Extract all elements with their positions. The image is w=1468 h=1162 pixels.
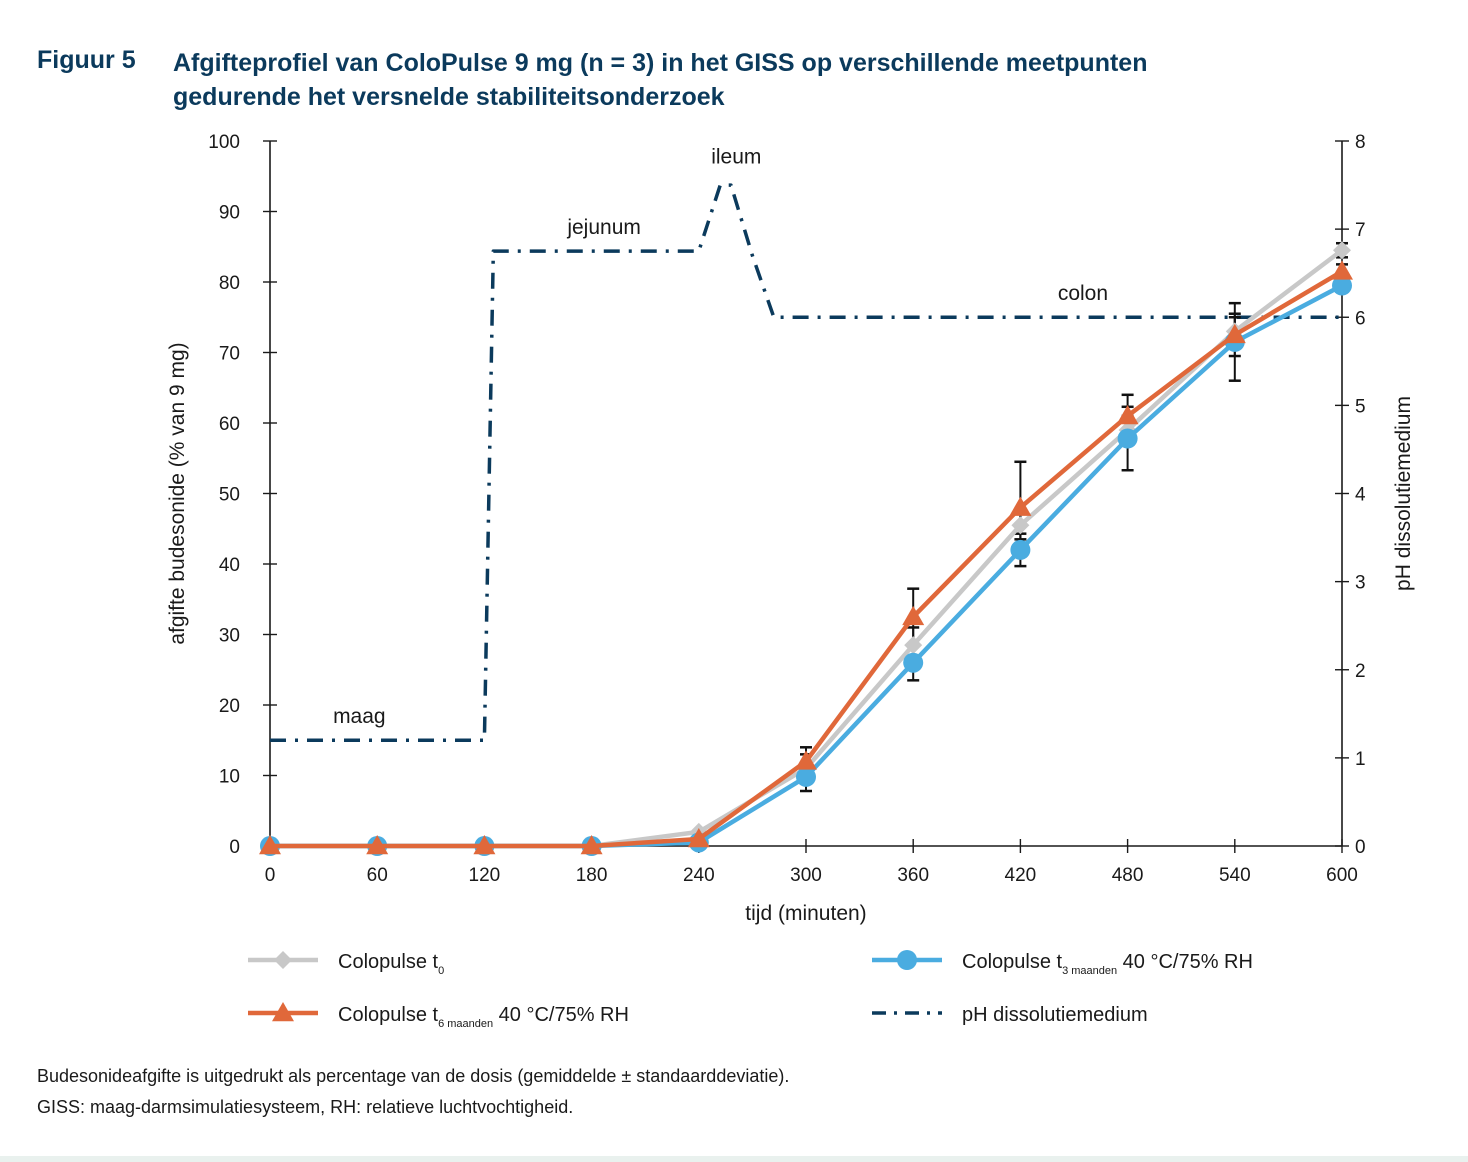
data-point (796, 766, 816, 787)
x-tick-label: 0 (265, 865, 276, 886)
y-tick-label: 40 (219, 555, 240, 576)
legend-marker (272, 1002, 294, 1022)
y2-tick-label: 5 (1355, 396, 1366, 417)
note-release: Budesonideafgifte is uitgedrukt als perc… (37, 1066, 790, 1086)
data-point (1010, 539, 1031, 560)
x-axis-title: tijd (minuten) (745, 902, 866, 925)
data-point (795, 750, 817, 770)
ph-line (270, 183, 1342, 742)
y-tick-label: 60 (219, 414, 240, 435)
data-point (903, 652, 924, 673)
y2-tick-label: 1 (1355, 749, 1366, 770)
y-tick-label: 70 (219, 344, 240, 365)
data-point (902, 605, 925, 626)
y2-tick-label: 3 (1355, 573, 1366, 594)
legend-label: Colopulse t0 (338, 951, 444, 977)
data-point (1331, 260, 1353, 280)
legend-marker (274, 951, 292, 969)
y2-axis-title: pH dissolutiemedium (1392, 396, 1415, 591)
x-tick-label: 180 (576, 865, 608, 886)
x-tick-label: 120 (469, 865, 501, 886)
data-point (904, 636, 923, 655)
legend-label: Colopulse t6 maanden 40 °C/75% RH (338, 1004, 629, 1030)
y2-tick-label: 7 (1355, 220, 1366, 241)
data-point (1116, 404, 1139, 425)
y-tick-label: 100 (208, 132, 240, 153)
data-point (366, 835, 389, 855)
y2-tick-label: 4 (1355, 485, 1366, 506)
x-tick-label: 540 (1219, 865, 1251, 886)
y-tick-label: 80 (219, 273, 240, 294)
y2-tick-label: 0 (1355, 837, 1366, 858)
legend-label: Colopulse t3 maanden 40 °C/75% RH (962, 951, 1253, 977)
ph-region-label-maag: maag (333, 705, 386, 728)
y2-tick-label: 8 (1355, 132, 1366, 153)
x-tick-label: 420 (1005, 865, 1037, 886)
legend-label: pH dissolutiemedium (962, 1004, 1148, 1026)
y2-tick-label: 6 (1355, 308, 1366, 329)
data-point (1332, 275, 1352, 296)
x-tick-label: 600 (1326, 865, 1358, 886)
data-point (687, 827, 710, 848)
y-axis-title: afgifte budesonide (% van 9 mg) (166, 342, 189, 644)
legend-marker (897, 950, 917, 970)
data-point (473, 835, 496, 855)
figure-notes: Budesonideafgifte is uitgedrukt als perc… (37, 1066, 789, 1128)
x-tick-label: 480 (1112, 865, 1144, 886)
legend-entry-0: Colopulse t0 (248, 951, 444, 977)
y-tick-label: 90 (219, 203, 240, 224)
data-point (1009, 496, 1032, 516)
figure-number: Figuur 5 (37, 46, 136, 74)
data-point (580, 835, 603, 855)
ph-region-label-ileum: ileum (711, 145, 761, 168)
ph-region-label-colon: colon (1058, 282, 1108, 305)
x-tick-label: 360 (897, 865, 929, 886)
series-2 (259, 260, 1353, 855)
legend-entry-ph: pH dissolutiemedium (872, 1004, 1148, 1026)
x-tick-label: 60 (367, 865, 388, 886)
note-abbreviations: GISS: maag-darmsimulatiesysteem, RH: rel… (37, 1097, 574, 1117)
page-bottom-band (0, 1156, 1468, 1162)
x-tick-label: 300 (790, 865, 822, 886)
y-tick-label: 50 (219, 485, 240, 506)
y-tick-label: 10 (219, 767, 240, 788)
figure-title: Afgifteprofiel van ColoPulse 9 mg (n = 3… (173, 49, 1148, 111)
data-point (1333, 241, 1351, 260)
ph-region-label-jejunum: jejunum (566, 216, 641, 239)
y-tick-label: 0 (229, 837, 240, 858)
legend-entry-1: Colopulse t3 maanden 40 °C/75% RH (872, 950, 1253, 977)
x-tick-label: 240 (683, 865, 715, 886)
data-point (1223, 323, 1246, 344)
data-point (259, 835, 281, 855)
data-point (1011, 516, 1030, 535)
data-point (1117, 428, 1138, 449)
y2-tick-label: 2 (1355, 661, 1366, 682)
y-tick-label: 30 (219, 626, 240, 647)
y-tick-label: 20 (219, 696, 240, 717)
legend-entry-2: Colopulse t6 maanden 40 °C/75% RH (248, 1002, 629, 1030)
